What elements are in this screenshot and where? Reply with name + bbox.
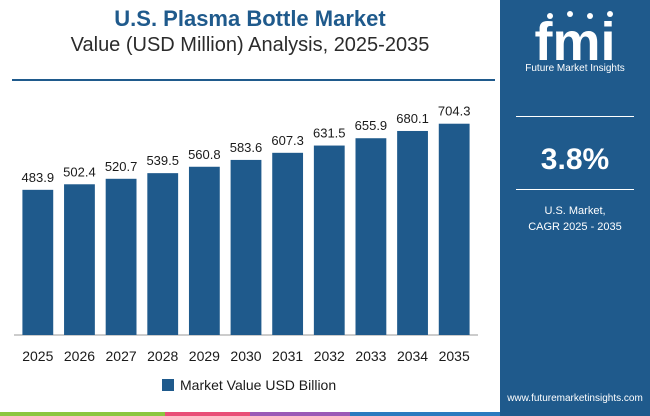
data-label-2025: 483.9 <box>22 170 55 185</box>
cagr-label-line2: CAGR 2025 - 2035 <box>528 221 622 233</box>
divider-top <box>516 116 634 117</box>
chart-title: U.S. Plasma Bottle Market <box>114 6 386 31</box>
x-tick-2031: 2031 <box>272 348 303 364</box>
x-tick-2030: 2030 <box>230 348 261 364</box>
logo-text: fmi <box>535 12 616 72</box>
x-tick-2035: 2035 <box>439 348 470 364</box>
cagr-label-line1: U.S. Market, <box>544 205 606 217</box>
side-panel: fmi Future Market Insights 3.8% U.S. Mar… <box>500 0 650 416</box>
x-tick-2026: 2026 <box>64 348 95 364</box>
data-label-2027: 520.7 <box>105 159 138 174</box>
legend-label: Market Value USD Billion <box>180 377 337 393</box>
data-label-2029: 560.8 <box>188 147 221 162</box>
x-tick-2027: 2027 <box>106 348 137 364</box>
bar-chart: 483.9 2025 502.4 2026 520.7 2027 539.5 2028 560.… <box>14 104 478 364</box>
data-label-2026: 502.4 <box>63 164 96 179</box>
data-label-2035: 704.3 <box>438 104 471 119</box>
x-tick-2025: 2025 <box>22 348 53 364</box>
bar-2034 <box>397 130 428 335</box>
bar-2028 <box>147 173 179 335</box>
divider-bottom <box>516 189 634 190</box>
bar-2027 <box>105 178 137 335</box>
data-label-2028: 539.5 <box>146 153 179 168</box>
bar-2030 <box>230 159 262 335</box>
logo-dot-icon <box>607 11 613 17</box>
data-label-2030: 583.6 <box>230 140 263 155</box>
logo-dot-icon <box>567 11 573 17</box>
data-label-2032: 631.5 <box>313 126 346 141</box>
bar-2031 <box>272 152 304 335</box>
bar-2032 <box>313 145 345 335</box>
data-label-2033: 655.9 <box>355 118 388 133</box>
fmi-logo: fmi <box>535 11 616 72</box>
x-tick-2029: 2029 <box>189 348 220 364</box>
legend-swatch <box>162 379 174 391</box>
x-tick-2033: 2033 <box>355 348 386 364</box>
bar-2033 <box>355 138 387 335</box>
x-tick-2028: 2028 <box>147 348 178 364</box>
bar-2025 <box>22 189 54 335</box>
logo-dot-icon <box>547 13 553 19</box>
data-label-2031: 607.3 <box>271 133 304 148</box>
logo-subtitle: Future Market Insights <box>525 63 625 74</box>
data-label-2034: 680.1 <box>396 111 429 126</box>
legend: Market Value USD Billion <box>162 377 336 393</box>
title-rule <box>12 79 495 81</box>
cagr-label: U.S. Market, CAGR 2025 - 2035 <box>500 203 650 235</box>
x-tick-2032: 2032 <box>314 348 345 364</box>
bar-2035 <box>438 123 470 336</box>
x-tick-2034: 2034 <box>397 348 428 364</box>
logo-dot-icon <box>587 13 593 19</box>
bar-2029 <box>188 166 220 335</box>
bar-2026 <box>64 184 95 335</box>
chart-subtitle: Value (USD Million) Analysis, 2025-2035 <box>70 34 430 56</box>
bottom-color-bar <box>0 412 500 416</box>
cagr-value: 3.8% <box>540 143 610 176</box>
website-link[interactable]: www.futuremarketinsights.com <box>507 393 643 404</box>
